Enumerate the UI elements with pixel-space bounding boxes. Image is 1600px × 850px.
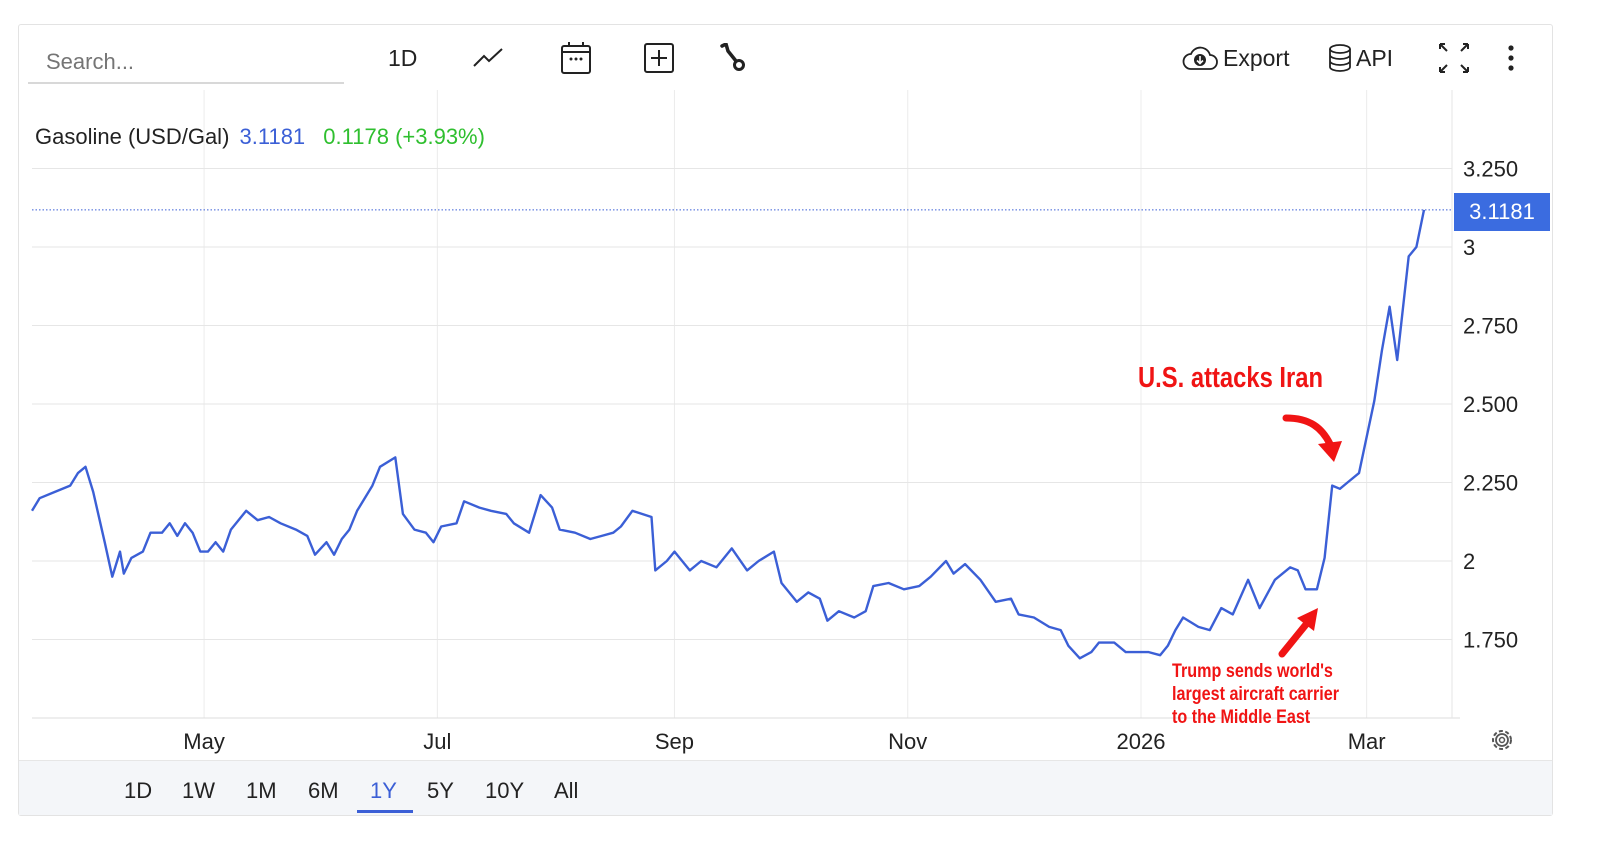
y-tick-label: 2.500 [1463, 392, 1518, 417]
api-label: API [1356, 44, 1394, 71]
interval-label: 1D [388, 44, 418, 71]
last-price-tag: 3.1181 [1454, 193, 1550, 231]
range-5y[interactable]: 5Y [427, 778, 454, 803]
cloud-download-icon [1182, 46, 1218, 70]
export-button[interactable]: Export [1182, 40, 1289, 76]
more-options-button[interactable] [1504, 40, 1518, 76]
y-tick-label: 2.250 [1463, 471, 1518, 496]
date-range-button[interactable] [560, 40, 592, 76]
annotation-us-attacks-iran: U.S. attacks Iran [1138, 362, 1324, 394]
search-input[interactable] [44, 48, 348, 76]
series-change: 0.1178 (+3.93%) [323, 124, 485, 149]
line-chart-icon [473, 48, 503, 67]
range-all[interactable]: All [554, 778, 579, 803]
chart-type-button[interactable] [472, 40, 504, 76]
x-tick-label: 2026 [1117, 729, 1166, 754]
x-tick-label: Nov [888, 729, 927, 754]
settings-tools-button[interactable] [718, 40, 746, 76]
x-tick-label: Jul [423, 729, 451, 754]
range-1d[interactable]: 1D [124, 778, 153, 803]
series-legend: Gasoline (USD/Gal) 3.1181 0.1178 (+3.93%… [35, 124, 485, 150]
y-tick-label: 2 [1463, 549, 1475, 574]
series-last-value: 3.1181 [239, 124, 306, 149]
active-range-underline [357, 810, 413, 813]
y-tick-label: 3.250 [1463, 157, 1518, 182]
range-1m[interactable]: 1M [246, 778, 277, 803]
x-tick-label: Mar [1348, 729, 1386, 754]
range-6m[interactable]: 6M [308, 778, 339, 803]
add-box-icon [644, 43, 674, 73]
api-button[interactable]: API [1328, 40, 1393, 76]
annotation-aircraft-carrier: Trump sends world's largest aircraft car… [1172, 660, 1339, 729]
fullscreen-icon [1439, 43, 1469, 73]
annotation-line: to the Middle East [1172, 707, 1311, 728]
range-10y[interactable]: 10Y [485, 778, 525, 803]
range-1w[interactable]: 1W [182, 778, 215, 803]
y-tick-label: 2.750 [1463, 314, 1518, 339]
range-1y[interactable]: 1Y [370, 778, 397, 803]
price-series-line [30, 209, 1426, 660]
export-label: Export [1223, 44, 1290, 71]
database-icon [1329, 44, 1351, 72]
y-tick-label: 3 [1463, 235, 1475, 260]
x-tick-label: May [183, 729, 225, 754]
search-box[interactable] [28, 40, 348, 84]
series-name: Gasoline (USD/Gal) [35, 124, 230, 149]
y-tick-label: 1.750 [1463, 628, 1518, 653]
annotation-line: largest aircraft carrier [1172, 684, 1339, 705]
annotation-line: Trump sends world's [1172, 661, 1333, 682]
fullscreen-button[interactable] [1438, 40, 1470, 76]
gear-icon[interactable] [1488, 726, 1516, 754]
calendar-icon [561, 42, 591, 74]
x-tick-label: Sep [655, 729, 694, 754]
interval-button[interactable]: 1D [388, 40, 417, 76]
add-indicator-button[interactable] [644, 40, 674, 76]
wrench-icon [720, 43, 745, 71]
range-bar [19, 760, 1552, 815]
more-vert-icon [1508, 45, 1514, 71]
